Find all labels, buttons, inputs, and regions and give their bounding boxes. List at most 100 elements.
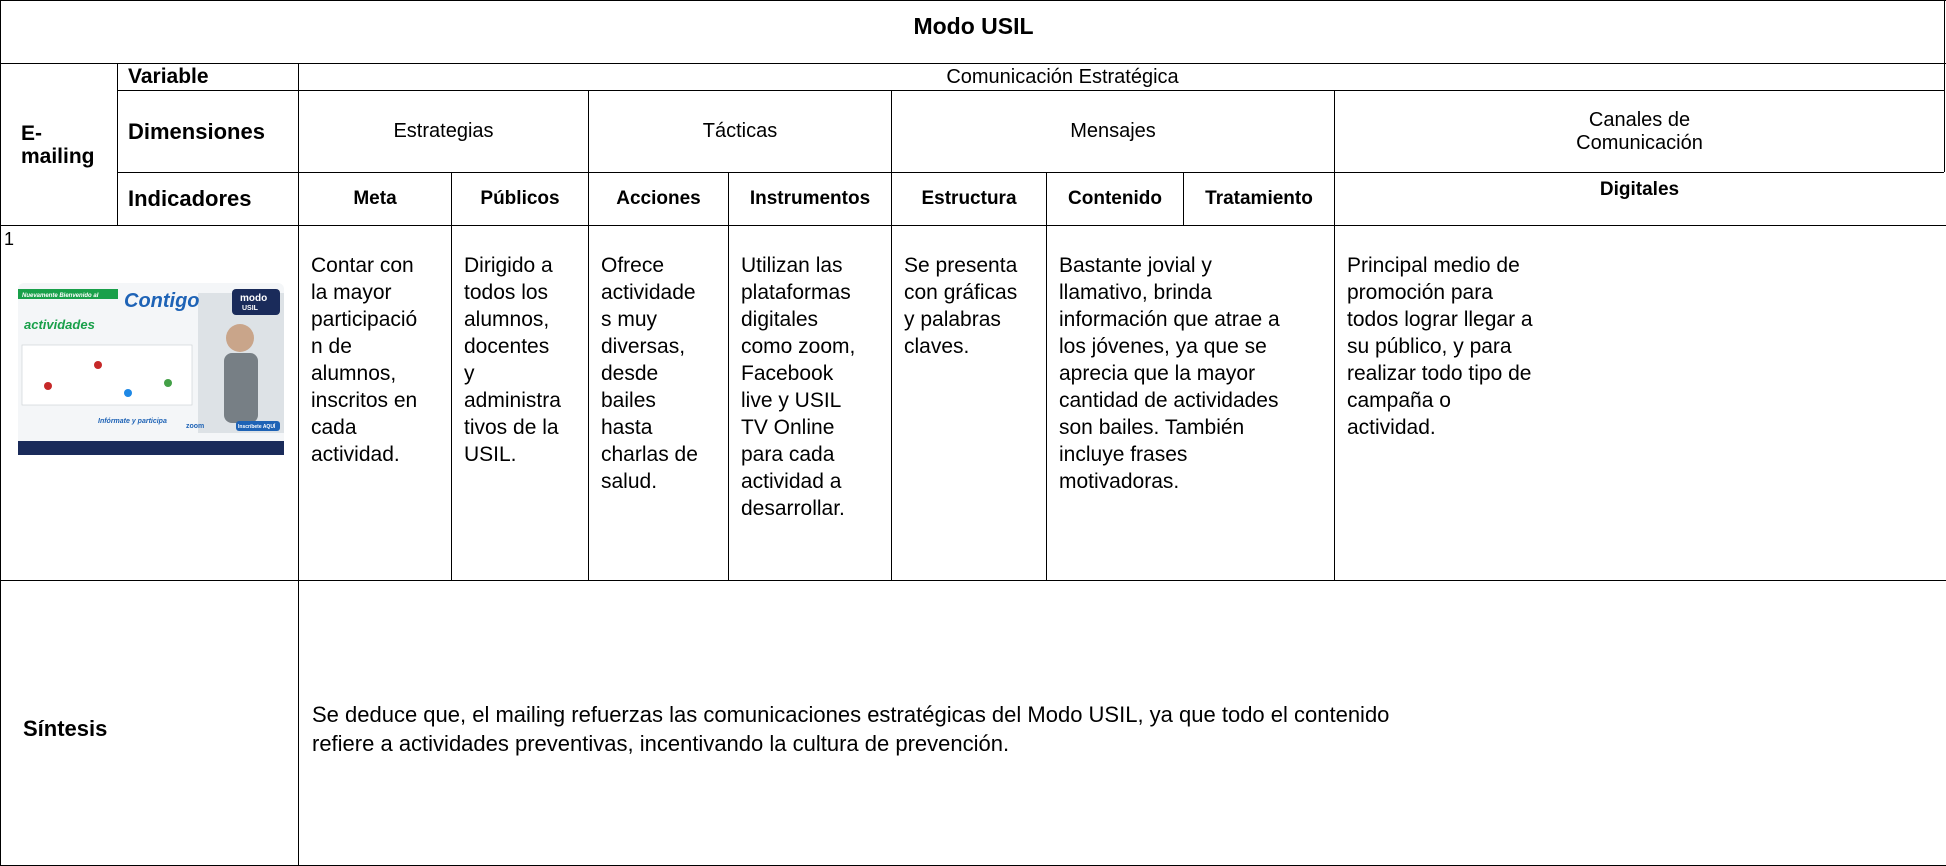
- row-number-cell: 1 Nuevamente Bienvenido al Contigo activid…: [0, 225, 298, 580]
- indicators-label-cell: Indicadores: [117, 172, 298, 225]
- body-line: para cada: [741, 443, 835, 466]
- thumb-brand: Contigo: [124, 290, 200, 312]
- body-line: con gráficas: [904, 281, 1018, 304]
- body-line: tivos de la: [464, 416, 559, 439]
- row-number: 1: [4, 229, 15, 249]
- body-line: la mayor: [311, 281, 392, 304]
- thumb-call: Infórmate y participa: [98, 418, 167, 425]
- body-line: son bailes. También: [1059, 416, 1245, 439]
- indicator: Contenido: [1068, 188, 1162, 209]
- thumb-logo-bg: [232, 289, 280, 315]
- title: Modo USIL: [913, 13, 1034, 39]
- email-thumbnail: Nuevamente Bienvenido al Contigo actividad…: [18, 283, 284, 455]
- synthesis-cell: Se deduce que, el mailing refuerzas las …: [298, 580, 1946, 866]
- thumb-banner: [18, 289, 118, 299]
- thumb-heading: actividades: [24, 317, 95, 332]
- body-cell: Bastante jovial y llamativo, brinda inform…: [1046, 225, 1334, 580]
- body-line: su público, y para: [1347, 335, 1512, 358]
- thumb-person: [226, 324, 254, 352]
- body-line: como zoom,: [741, 335, 856, 358]
- body-line: claves.: [904, 335, 970, 358]
- body-line: realizar todo tipo de: [1347, 362, 1532, 385]
- indicator: Meta: [353, 188, 397, 209]
- side-label: mailing: [21, 144, 95, 168]
- thumb-icons: [44, 361, 172, 397]
- body-line: alumnos,: [311, 362, 397, 385]
- indicator-cell: Instrumentos: [728, 172, 891, 225]
- indicators-label: Indicadores: [128, 186, 252, 211]
- body-line: Bastante jovial y: [1059, 254, 1212, 277]
- indicator: Digitales: [1599, 179, 1680, 200]
- body-line: Facebook: [741, 362, 834, 385]
- body-line: desde: [601, 362, 659, 385]
- body-cell: Principal medio de promoción para todos lo…: [1334, 225, 1946, 580]
- body-line: charlas de: [601, 443, 698, 466]
- body-line: USIL.: [464, 443, 517, 466]
- thumb-grid: [21, 344, 193, 406]
- body-cell: Ofrece actividade s muy diversas, desde baile…: [588, 225, 728, 580]
- title-cell: Modo USIL: [0, 0, 1946, 63]
- body-line: Ofrece: [601, 254, 665, 277]
- variable-cell: Comunicación Estratégica: [298, 63, 1946, 90]
- thumb-person: [224, 353, 258, 423]
- thumb-button: [236, 421, 280, 431]
- body-line: y: [464, 362, 475, 385]
- body-line: alumnos,: [464, 308, 550, 331]
- thumb-button-text: Inscríbete AQUÍ: [238, 422, 276, 430]
- thumb-logo: USIL: [242, 305, 259, 312]
- body-line: actividade: [601, 281, 696, 304]
- dimension: Mensajes: [1070, 120, 1156, 142]
- body-line: aprecia que la mayor: [1059, 362, 1256, 385]
- synthesis-label: Síntesis: [23, 715, 108, 741]
- dimensions-label-cell: Dimensiones: [117, 90, 298, 172]
- body-line: inscritos en: [311, 389, 418, 412]
- body-line: Principal medio de: [1347, 254, 1520, 277]
- body-line: participació: [311, 308, 418, 331]
- side-label-cell: E-mailing: [0, 63, 117, 225]
- body-line: docentes: [464, 335, 550, 358]
- body-line: actividad.: [311, 443, 400, 466]
- indicator-cell: Tratamiento: [1183, 172, 1334, 225]
- dimension: Canales de: [1588, 108, 1691, 131]
- indicator: Estructura: [921, 188, 1017, 209]
- body-line: los jóvenes, ya que se: [1059, 335, 1267, 358]
- body-line: llamativo, brinda: [1059, 281, 1212, 304]
- body-line: todos lograr llegar a: [1347, 308, 1533, 331]
- body-line: digitales: [741, 308, 819, 331]
- indicator: Tratamiento: [1205, 188, 1313, 209]
- dimension: Comunicación: [1576, 131, 1703, 154]
- body-line: administra: [464, 389, 561, 412]
- variable: Comunicación Estratégica: [946, 65, 1179, 88]
- indicator: Públicos: [480, 188, 560, 209]
- synthesis-line: Se deduce que, el mailing refuerzas las …: [312, 701, 1390, 727]
- body-line: cantidad de actividades: [1059, 389, 1279, 412]
- indicator-cell: Meta: [298, 172, 451, 225]
- dimensions-label: Dimensiones: [128, 118, 265, 144]
- body-line: live y USIL: [741, 389, 842, 412]
- body-line: bailes: [601, 389, 656, 412]
- body-cell: Dirigido a todos los alumnos, docentes y admi…: [451, 225, 588, 580]
- body-cell: Se presenta con gráficas y palabras claves.: [891, 225, 1046, 580]
- dimension-cell: Estrategias: [298, 90, 588, 172]
- synthesis-label-cell: Síntesis: [0, 580, 298, 866]
- body-line: Se presenta: [904, 254, 1018, 277]
- variable-label-cell: Variable: [117, 63, 298, 90]
- body-cell: Contar con la mayor participació n de alumno…: [298, 225, 451, 580]
- body-line: TV Online: [741, 416, 835, 439]
- body-line: todos los: [464, 281, 549, 304]
- body-line: cada: [311, 416, 357, 439]
- indicator-cell: Digitales: [1334, 172, 1944, 225]
- dimension-cell: Mensajes: [891, 90, 1334, 172]
- body-line: Utilizan las: [741, 254, 843, 277]
- body-line: diversas,: [601, 335, 686, 358]
- body-line: campaña o: [1347, 389, 1451, 412]
- indicator: Instrumentos: [749, 188, 871, 209]
- body-line: Contar con: [311, 254, 414, 277]
- body-line: salud.: [601, 470, 658, 493]
- body-line: motivadoras.: [1059, 470, 1180, 493]
- thumb-banner-text: Nuevamente Bienvenido al: [22, 293, 99, 299]
- body-line: actividad.: [1347, 416, 1436, 439]
- variable-label: Variable: [128, 65, 209, 88]
- dimension: Tácticas: [702, 120, 778, 142]
